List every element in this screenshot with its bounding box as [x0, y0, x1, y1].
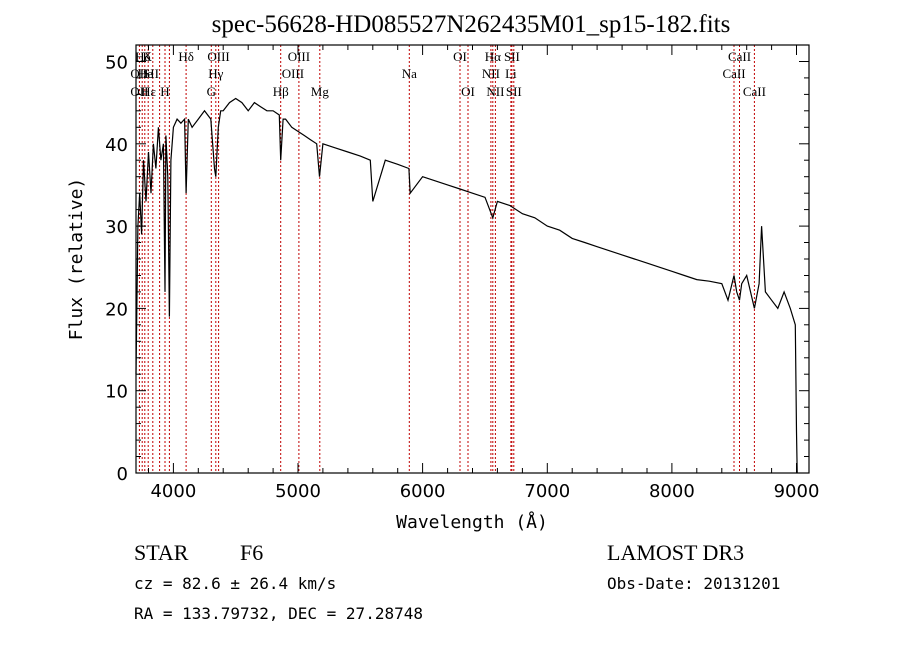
line-label-7: SII	[504, 49, 520, 64]
y-tick-label-10: 10	[105, 382, 128, 403]
line-label-15: NII	[482, 66, 500, 81]
line-label-20: H	[160, 84, 169, 99]
line-label-19: Hε	[141, 84, 156, 99]
x-tick-label-7000: 7000	[524, 481, 570, 502]
line-label-2: Hδ	[178, 49, 194, 64]
line-label-16: Li	[505, 66, 517, 81]
line-label-4: OIII	[288, 49, 310, 64]
line-label-3: OIII	[207, 49, 229, 64]
line-label-23: Mg	[311, 84, 330, 99]
observation-date: Obs-Date: 20131201	[607, 574, 780, 593]
line-label-14: Na	[402, 66, 417, 81]
x-tick-label-8000: 8000	[649, 481, 695, 502]
line-label-11: SII	[143, 66, 159, 81]
y-axis-ticks: 0 10 20 30 40 50	[105, 45, 809, 485]
y-tick-label-0: 0	[117, 464, 128, 485]
survey-name: LAMOST DR3	[607, 540, 744, 566]
line-label-8: CaII	[728, 49, 751, 64]
redshift-cz: cz = 82.6 ± 26.4 km/s	[134, 574, 336, 593]
line-label-21: G	[207, 84, 216, 99]
x-tick-label-4000: 4000	[150, 481, 196, 502]
line-label-24: OI	[461, 84, 475, 99]
spectrum-line	[136, 99, 797, 474]
object-type: STAR	[134, 540, 188, 566]
line-label-26: SII	[506, 84, 522, 99]
spectral-line-markers	[139, 45, 754, 473]
x-tick-label-5000: 5000	[275, 481, 321, 502]
y-tick-label-50: 50	[105, 53, 128, 74]
line-label-27: CaII	[743, 84, 766, 99]
line-label-17: CaII	[722, 66, 745, 81]
line-label-22: Hβ	[273, 84, 289, 99]
y-tick-label-20: 20	[105, 299, 128, 320]
line-label-6: Hα	[485, 49, 501, 64]
x-tick-label-6000: 6000	[400, 481, 446, 502]
line-label-25: NII	[486, 84, 504, 99]
chart-title: spec-56628-HD085527N262435M01_sp15-182.f…	[212, 11, 731, 38]
y-tick-label-40: 40	[105, 135, 128, 156]
spectral-subclass: F6	[240, 540, 263, 566]
x-axis-ticks: 4000 5000 6000 7000 8000 9000	[149, 45, 820, 502]
x-axis-label: Wavelength (Å)	[396, 511, 548, 533]
plot-frame	[136, 45, 809, 473]
coordinates: RA = 133.79732, DEC = 27.28748	[134, 604, 423, 623]
line-label-13: OIII	[282, 66, 304, 81]
line-label-5: OI	[453, 49, 467, 64]
y-axis-label: Flux (relative)	[66, 178, 87, 341]
x-tick-label-9000: 9000	[774, 481, 820, 502]
line-label-12: Hγ	[208, 66, 223, 81]
y-tick-label-30: 30	[105, 217, 128, 238]
